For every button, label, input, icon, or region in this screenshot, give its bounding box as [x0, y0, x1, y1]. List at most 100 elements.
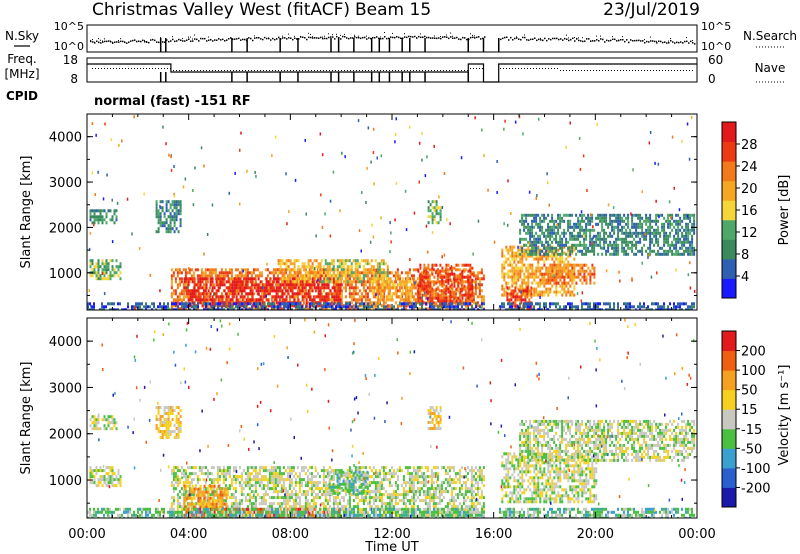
data-cell	[455, 263, 458, 267]
data-cell	[689, 305, 691, 309]
data-cell	[571, 275, 574, 279]
data-cell	[241, 304, 244, 308]
data-cell	[639, 222, 642, 226]
data-cell	[291, 286, 294, 290]
data-cell	[376, 301, 379, 305]
data-cell	[615, 249, 618, 253]
data-cell	[270, 307, 273, 310]
data-cell	[627, 252, 630, 256]
data-cell	[105, 484, 108, 488]
scatter-point	[159, 204, 161, 208]
data-cell	[334, 268, 337, 272]
data-cell	[89, 218, 92, 222]
data-cell	[444, 268, 447, 272]
data-cell	[178, 298, 181, 302]
noise-panel: 10^5 10^0 10^5 10^0	[54, 20, 731, 53]
data-cell	[246, 280, 249, 284]
data-cell	[336, 271, 339, 275]
data-cell	[423, 272, 426, 276]
data-cell	[206, 280, 209, 284]
data-cell	[571, 278, 574, 282]
data-cell	[569, 284, 572, 288]
data-cell	[571, 231, 574, 235]
data-cell	[553, 248, 556, 252]
data-cell	[105, 221, 108, 225]
data-cell	[641, 222, 644, 226]
data-cell	[687, 228, 690, 232]
data-cell	[377, 289, 380, 293]
data-cell	[359, 302, 361, 306]
data-cell	[477, 308, 479, 310]
data-cell	[472, 292, 475, 296]
data-cell	[679, 222, 682, 226]
data-cell	[284, 286, 287, 290]
data-cell	[107, 268, 110, 272]
data-cell	[527, 252, 530, 256]
data-cell	[469, 284, 472, 288]
data-cell	[241, 298, 244, 302]
data-cell	[543, 231, 546, 235]
data-cell	[193, 302, 195, 306]
data-cell	[350, 295, 353, 299]
data-cell	[511, 254, 514, 258]
data-cell	[575, 225, 578, 229]
data-cell	[543, 219, 546, 223]
data-cell	[603, 302, 605, 306]
data-cell	[523, 225, 526, 229]
data-cell	[291, 262, 294, 266]
data-cell	[307, 259, 310, 263]
data-cell	[197, 289, 200, 293]
data-cell	[631, 219, 634, 223]
data-cell	[242, 280, 245, 284]
data-cell	[687, 237, 690, 241]
data-cell	[394, 289, 397, 293]
data-cell	[465, 263, 468, 267]
data-cell	[523, 222, 526, 226]
data-cell	[655, 213, 658, 217]
data-cell	[253, 302, 255, 306]
scatter-point	[618, 270, 620, 274]
data-cell	[569, 305, 571, 309]
data-cell	[201, 292, 204, 296]
data-cell	[95, 218, 98, 222]
data-cell	[665, 308, 667, 310]
data-cell	[119, 277, 122, 281]
scatter-point	[449, 222, 451, 226]
data-cell	[269, 302, 271, 306]
data-cell	[196, 283, 199, 287]
data-cell	[278, 298, 281, 302]
data-cell	[685, 231, 688, 235]
data-cell	[649, 222, 652, 226]
data-cell	[581, 216, 584, 220]
data-cell	[227, 277, 230, 281]
scatter-point	[654, 161, 656, 165]
data-cell	[391, 292, 394, 296]
data-cell	[360, 259, 363, 263]
data-cell	[191, 280, 194, 284]
data-cell	[381, 298, 384, 302]
data-cell	[465, 296, 468, 300]
data-cell	[261, 298, 264, 302]
data-cell	[545, 272, 548, 276]
data-cell	[419, 278, 422, 282]
data-cell	[461, 296, 464, 300]
data-cell	[421, 287, 424, 291]
data-cell	[246, 271, 249, 275]
data-cell	[344, 259, 347, 263]
data-cell	[517, 251, 520, 255]
data-cell	[170, 280, 173, 284]
data-cell	[549, 243, 552, 247]
data-cell	[356, 262, 359, 266]
data-cell	[229, 298, 232, 302]
data-cell	[521, 254, 524, 258]
data-cell	[188, 268, 191, 272]
data-cell	[227, 295, 230, 299]
data-cell	[230, 268, 233, 272]
data-cell	[195, 289, 198, 293]
data-cell	[455, 278, 458, 282]
data-cell	[258, 271, 261, 275]
data-cell	[279, 305, 281, 309]
data-cell	[301, 265, 304, 269]
scatter-point	[510, 212, 512, 215]
data-cell	[591, 308, 593, 310]
